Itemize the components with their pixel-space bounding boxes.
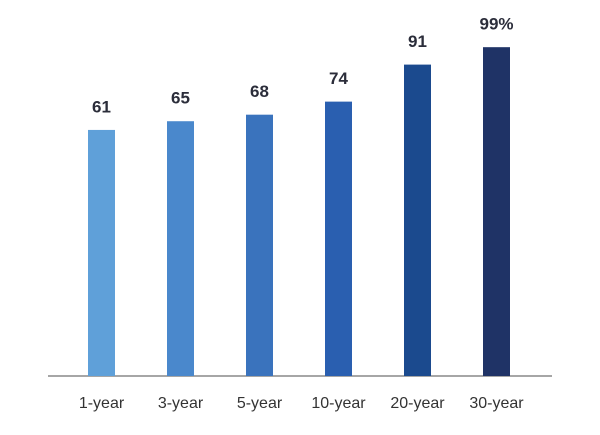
x-tick-label: 20-year <box>390 395 445 412</box>
x-tick-label: 30-year <box>469 395 524 412</box>
value-label: 65 <box>171 89 190 108</box>
x-tick-label: 10-year <box>311 395 366 412</box>
value-label: 68 <box>250 82 269 101</box>
x-tick-label: 3-year <box>158 395 204 412</box>
bar <box>167 121 194 376</box>
bar <box>404 64 431 376</box>
bar <box>325 101 352 377</box>
x-tick-label: 5-year <box>237 395 283 412</box>
value-label: 74 <box>329 69 348 88</box>
bar <box>483 47 510 376</box>
value-label: 91 <box>408 32 427 51</box>
value-label: 99% <box>479 15 513 34</box>
value-label: 61 <box>92 97 111 116</box>
x-tick-label: 1-year <box>79 395 125 412</box>
bar <box>246 114 273 377</box>
bar <box>88 129 115 376</box>
